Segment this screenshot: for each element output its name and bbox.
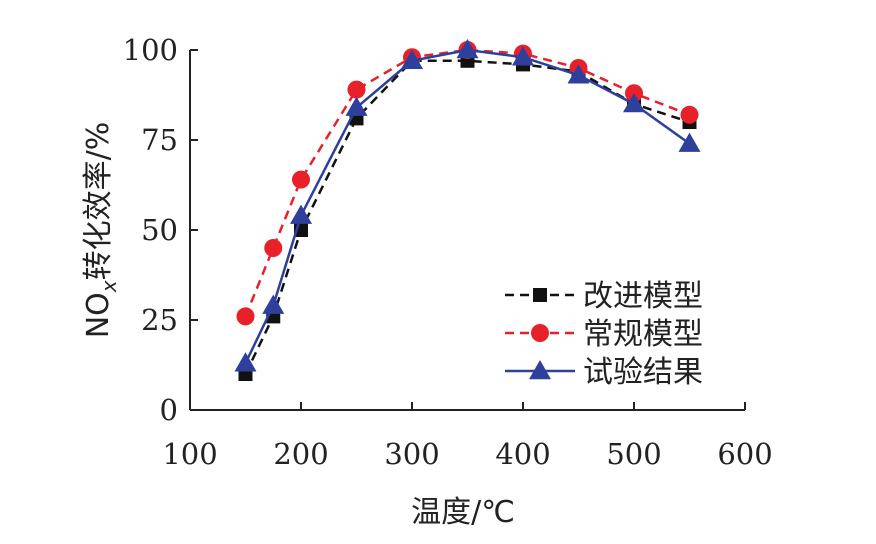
x-tick-label: 100	[162, 437, 217, 471]
y-axis-title-main: NO	[81, 292, 116, 338]
legend-item-1: 改进模型	[505, 279, 703, 314]
data-point	[234, 352, 257, 372]
y-tick-label: 0	[160, 393, 178, 427]
series-group	[234, 39, 701, 381]
data-point	[678, 132, 701, 152]
legend-label: 试验结果	[583, 355, 703, 390]
x-tick-label: 200	[273, 437, 328, 471]
legend-label: 改进模型	[583, 279, 703, 314]
data-point	[456, 39, 479, 59]
y-tick-label: 25	[141, 303, 178, 337]
data-point	[345, 96, 368, 116]
data-point	[623, 93, 645, 113]
legend-item-2: 常规模型	[505, 317, 703, 352]
x-tick-label: 400	[495, 437, 550, 471]
data-point	[347, 80, 366, 99]
x-tick-label: 500	[606, 437, 661, 471]
series-line	[244, 48, 691, 364]
y-axis-title-rest: 转化效率/%	[81, 122, 116, 281]
x-tick-label: 600	[717, 437, 772, 471]
data-point	[262, 294, 285, 314]
y-axis-title-subscript: x	[97, 280, 121, 293]
legend-item-3: 试验结果	[505, 355, 703, 390]
data-point	[401, 49, 423, 70]
legend-marker	[529, 360, 551, 380]
data-point	[236, 307, 255, 326]
series-line	[244, 48, 690, 317]
y-tick-label: 100	[123, 33, 178, 67]
data-point	[290, 204, 312, 224]
data-point	[264, 239, 283, 257]
data-point	[567, 64, 590, 84]
ticks: 100 200 300 400 500 600 0 25 50 75 100	[123, 33, 773, 471]
y-tick-label: 50	[141, 213, 178, 247]
data-point	[512, 46, 534, 66]
legend-marker	[531, 324, 549, 342]
series-line	[244, 59, 690, 375]
series-3	[234, 39, 701, 372]
y-axis-title: NOx转化效率/%	[81, 122, 121, 339]
y-tick-label: 75	[141, 123, 178, 157]
legend-label: 常规模型	[583, 317, 703, 352]
legend-marker	[533, 288, 547, 302]
x-tick-label: 300	[384, 437, 439, 471]
data-point	[292, 170, 310, 189]
data-point	[680, 105, 699, 124]
x-axis-title: 温度/℃	[411, 495, 515, 530]
